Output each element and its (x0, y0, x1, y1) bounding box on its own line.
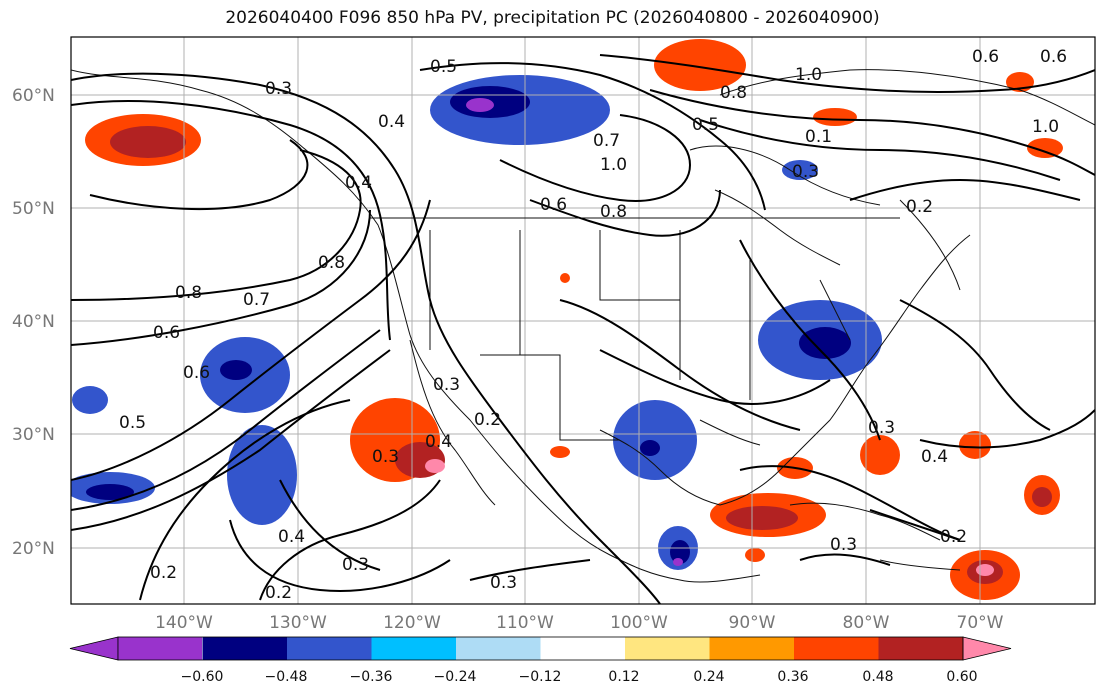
map-title: 2026040400 F096 850 hPa PV, precipitatio… (225, 8, 880, 28)
contour-label: 1.0 (795, 65, 822, 85)
colorbar-tick: 0.60 (946, 669, 977, 685)
contour-label: 0.4 (378, 112, 405, 132)
contour-label: 0.6 (972, 47, 999, 67)
colorbar-segment (287, 637, 372, 660)
contour-label: 0.2 (150, 563, 177, 583)
contour-label: 0.4 (921, 447, 948, 467)
longitude-labels: 140°W 130°W 120°W 110°W 100°W 90°W 80°W … (155, 613, 1004, 633)
lon-label: 120°W (383, 613, 441, 633)
colorbar-tick-labels: −0.60 −0.48 −0.36 −0.24 −0.12 0.12 0.24 … (181, 669, 978, 685)
colorbar-segment (540, 637, 625, 660)
contour-label: 0.3 (830, 535, 857, 555)
contour-label: 0.6 (1040, 47, 1067, 67)
latitude-labels: 60°N 50°N 40°N 30°N 20°N (12, 86, 55, 559)
contour-label: 0.3 (265, 79, 292, 99)
contour-label: 0.5 (119, 413, 146, 433)
contour-label: 0.4 (278, 527, 305, 547)
lon-label: 130°W (269, 613, 327, 633)
contour-label: 0.8 (318, 253, 345, 273)
colorbar-segment (878, 637, 963, 660)
colorbar-tick: −0.48 (265, 669, 308, 685)
lon-label: 110°W (496, 613, 554, 633)
lon-label: 90°W (729, 613, 776, 633)
lon-label: 140°W (155, 613, 213, 633)
coastlines (71, 69, 1095, 583)
contour-label: 0.6 (153, 323, 180, 343)
contour-label: 1.0 (600, 155, 627, 175)
colorbar-segment (625, 637, 710, 660)
contour-labels: 0.5 1.0 0.8 0.6 0.6 0.3 0.4 0.5 0.7 1.0 … (119, 47, 1067, 603)
contour-label: 0.7 (243, 290, 270, 310)
colorbar-tick: 0.36 (777, 669, 808, 685)
colorbar-tick: −0.24 (434, 669, 477, 685)
contour-label: 0.5 (430, 57, 457, 77)
gridlines (71, 37, 1095, 604)
contour-label: 0.4 (345, 173, 372, 193)
colorbar-extend-low (69, 636, 119, 661)
contour-label: 0.1 (805, 127, 832, 147)
colorbar (69, 636, 1012, 661)
contour-label: 0.7 (593, 131, 620, 151)
lon-label: 70°W (957, 613, 1004, 633)
contour-label: 0.6 (540, 195, 567, 215)
colorbar-tick: 0.24 (693, 669, 724, 685)
contour-label: 1.0 (1032, 117, 1059, 137)
plot-frame (70, 36, 1096, 605)
pv-contours (71, 54, 1095, 604)
contour-label: 0.2 (474, 410, 501, 430)
colorbar-tick: 0.48 (862, 669, 893, 685)
lat-label: 40°N (12, 312, 55, 332)
colorbar-segment (202, 637, 287, 660)
colorbar-segment (794, 637, 879, 660)
colorbar-tick: 0.12 (608, 669, 639, 685)
contour-label: 0.3 (372, 447, 399, 467)
lat-label: 50°N (12, 199, 55, 219)
contour-label: 0.4 (425, 432, 452, 452)
contour-label: 0.3 (792, 162, 819, 182)
lon-label: 80°W (843, 613, 890, 633)
contour-label: 0.5 (692, 115, 719, 135)
lat-label: 20°N (12, 539, 55, 559)
contour-label: 0.3 (342, 555, 369, 575)
lat-label: 60°N (12, 86, 55, 106)
contour-label: 0.3 (490, 573, 517, 593)
colorbar-segment (371, 637, 456, 660)
lat-label: 30°N (12, 425, 55, 445)
colorbar-outline (117, 636, 964, 661)
contour-label: 0.6 (183, 363, 210, 383)
contour-label: 0.2 (265, 583, 292, 603)
contour-label: 0.3 (868, 418, 895, 438)
contour-label: 0.2 (940, 527, 967, 547)
anomaly-mexico (613, 400, 697, 480)
contour-label: 0.3 (433, 375, 460, 395)
anomaly-hudson (654, 39, 746, 91)
colorbar-tick: −0.36 (350, 669, 393, 685)
contour-label: 0.8 (175, 283, 202, 303)
colorbar-extend-high (962, 636, 1012, 661)
colorbar-segment (118, 637, 202, 660)
contour-label: 0.2 (906, 197, 933, 217)
lon-label: 100°W (610, 613, 668, 633)
precip-shading (71, 39, 1063, 600)
colorbar-segment (709, 637, 794, 660)
colorbar-segment (456, 637, 541, 660)
contour-label: 0.8 (720, 83, 747, 103)
contour-label: 0.8 (600, 202, 627, 222)
colorbar-tick: −0.60 (181, 669, 224, 685)
colorbar-tick: −0.12 (519, 669, 562, 685)
